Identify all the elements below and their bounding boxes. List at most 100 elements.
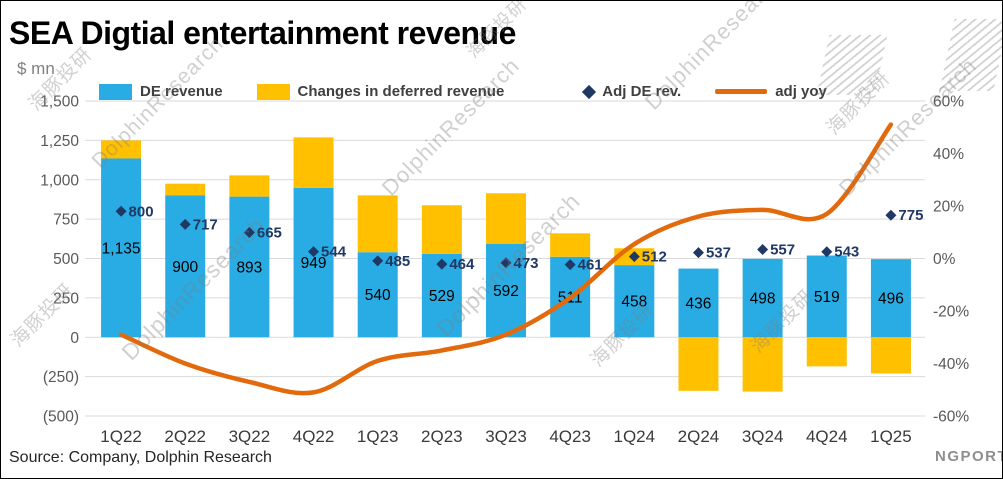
deferred-revenue-bar: [293, 137, 334, 188]
right-axis-tick-label: 0%: [933, 251, 956, 268]
de-revenue-bar: [742, 258, 783, 338]
adj-yoy-line: [118, 122, 894, 396]
deferred-revenue-bar: [101, 140, 142, 159]
adj-de-rev-value-label: 544: [321, 244, 347, 261]
adj-de-rev-value-label: 775: [898, 207, 923, 224]
left-axis-tick-label: (250): [43, 369, 79, 386]
deferred-revenue-bar: [870, 337, 911, 374]
adj-de-rev-diamond: [179, 218, 191, 230]
deferred-revenue-bar: [486, 193, 526, 245]
x-axis-label: 3Q24: [742, 427, 784, 446]
de-revenue-value-label: 529: [429, 288, 455, 305]
de-revenue-bar: [614, 265, 655, 338]
adj-de-rev-value-label: 537: [706, 245, 731, 262]
deferred-revenue-bar: [229, 175, 270, 197]
y-axis-unit-label: $ mn: [17, 59, 55, 78]
de-revenue-value-label: 592: [493, 283, 519, 300]
adj-de-rev-value-label: 512: [642, 249, 667, 266]
left-axis-tick-label: (500): [43, 409, 79, 426]
adj-de-rev-diamond: [628, 251, 640, 263]
x-axis-label: 1Q22: [100, 427, 142, 446]
legend-label-adj-yoy: adj yoy: [775, 83, 827, 100]
legend-item-adj-de-rev: Adj DE rev.: [582, 83, 682, 100]
x-axis-label: 2Q23: [421, 427, 463, 446]
right-axis-tick-label: 20%: [933, 199, 964, 216]
de-revenue-value-label: 519: [814, 289, 840, 306]
x-axis-label: 3Q22: [229, 427, 271, 446]
x-axis-label: 1Q24: [614, 427, 656, 446]
adj-de-rev-diamond: [500, 257, 512, 269]
watermark-corner: NGPORT: [935, 448, 1003, 465]
x-axis-label: 1Q23: [357, 427, 399, 446]
legend-item-adj-yoy: adj yoy: [715, 83, 827, 100]
adj-de-rev-value-label: 665: [257, 225, 282, 242]
de-revenue-value-label: 436: [686, 295, 712, 312]
de-revenue-value-label: 498: [750, 291, 776, 308]
de-revenue-bar: [229, 196, 270, 338]
deferred-revenue-bar: [678, 337, 719, 391]
right-axis-tick-label: -20%: [933, 304, 969, 321]
x-axis-label: 4Q24: [806, 427, 848, 446]
de-revenue-bar: [101, 158, 142, 338]
adj-de-rev-diamond: [821, 246, 833, 258]
de-revenue-value-label: 540: [365, 287, 391, 304]
left-axis-tick-label: 500: [53, 251, 79, 268]
deferred-revenue-bar: [421, 205, 462, 254]
legend-label-adj-de-rev: Adj DE rev.: [602, 83, 682, 100]
adj-de-rev-diamond: [308, 246, 320, 258]
x-axis-label: 3Q23: [485, 427, 527, 446]
adj-de-rev-value-label: 473: [513, 255, 538, 272]
adj-de-rev-value-label: 717: [193, 216, 218, 233]
adj-de-rev-diamond: [885, 209, 897, 221]
left-axis-tick-label: 1,250: [40, 133, 79, 150]
right-axis-tick-label: -60%: [933, 409, 969, 426]
de-revenue-swatch-icon: [99, 83, 132, 100]
x-axis-label: 2Q24: [678, 427, 720, 446]
x-axis-label: 2Q22: [164, 427, 206, 446]
left-axis-tick-label: 250: [53, 290, 79, 307]
legend-item-deferred-revenue: Changes in deferred revenue: [256, 83, 505, 100]
adj-de-rev-diamond: [436, 258, 448, 270]
deferred-revenue-swatch-icon: [256, 83, 290, 100]
chart-legend: DE revenue Changes in deferred revenue A…: [99, 83, 827, 100]
page-title: SEA Digtial entertainment revenue: [9, 15, 516, 51]
source-note: Source: Company, Dolphin Research: [9, 449, 272, 466]
adj-de-rev-value-label: 800: [129, 203, 154, 220]
legend-label-deferred-revenue: Changes in deferred revenue: [297, 83, 505, 100]
de-revenue-bar: [678, 268, 719, 338]
adj-de-rev-value-label: 543: [834, 244, 859, 261]
deferred-revenue-bar: [742, 337, 783, 392]
adj-de-rev-diamond: [243, 227, 255, 239]
left-axis-tick-label: 1,000: [40, 172, 79, 189]
adj-de-rev-diamond: [692, 247, 704, 259]
de-revenue-value-label: 949: [301, 255, 327, 272]
de-revenue-value-label: 458: [621, 294, 647, 311]
legend-label-de-revenue: DE revenue: [140, 83, 223, 100]
adj-de-rev-value-label: 557: [770, 242, 795, 259]
deferred-revenue-bar: [357, 195, 398, 253]
left-axis-tick-label: 750: [53, 212, 79, 229]
adj-de-rev-value-label: 485: [385, 253, 410, 270]
de-revenue-bar: [870, 259, 911, 338]
adj-de-rev-diamond: [564, 259, 576, 271]
right-axis-tick-label: 60%: [933, 94, 964, 111]
de-revenue-bar: [357, 252, 398, 338]
de-revenue-value-label: 900: [172, 259, 198, 276]
de-revenue-bar: [293, 187, 334, 338]
x-axis-label: 4Q23: [549, 427, 591, 446]
deferred-revenue-bar: [165, 183, 206, 196]
x-axis-label: 1Q25: [870, 427, 912, 446]
adj-de-rev-diamond: [757, 244, 769, 256]
deferred-revenue-bar: [550, 233, 591, 257]
legend-item-de-revenue: DE revenue: [99, 83, 223, 100]
de-revenue-bar: [806, 255, 847, 338]
de-revenue-value-label: 893: [236, 259, 262, 276]
de-revenue-value-label: 496: [878, 291, 904, 308]
left-axis-tick-label: 1,500: [40, 94, 79, 111]
adj-de-rev-diamond: [115, 205, 127, 217]
adj-de-rev-value-label: 464: [449, 256, 475, 273]
deferred-revenue-bar: [806, 337, 847, 367]
de-revenue-value-label: 1,135: [102, 240, 141, 257]
adj-yoy-line-icon: [715, 89, 768, 94]
